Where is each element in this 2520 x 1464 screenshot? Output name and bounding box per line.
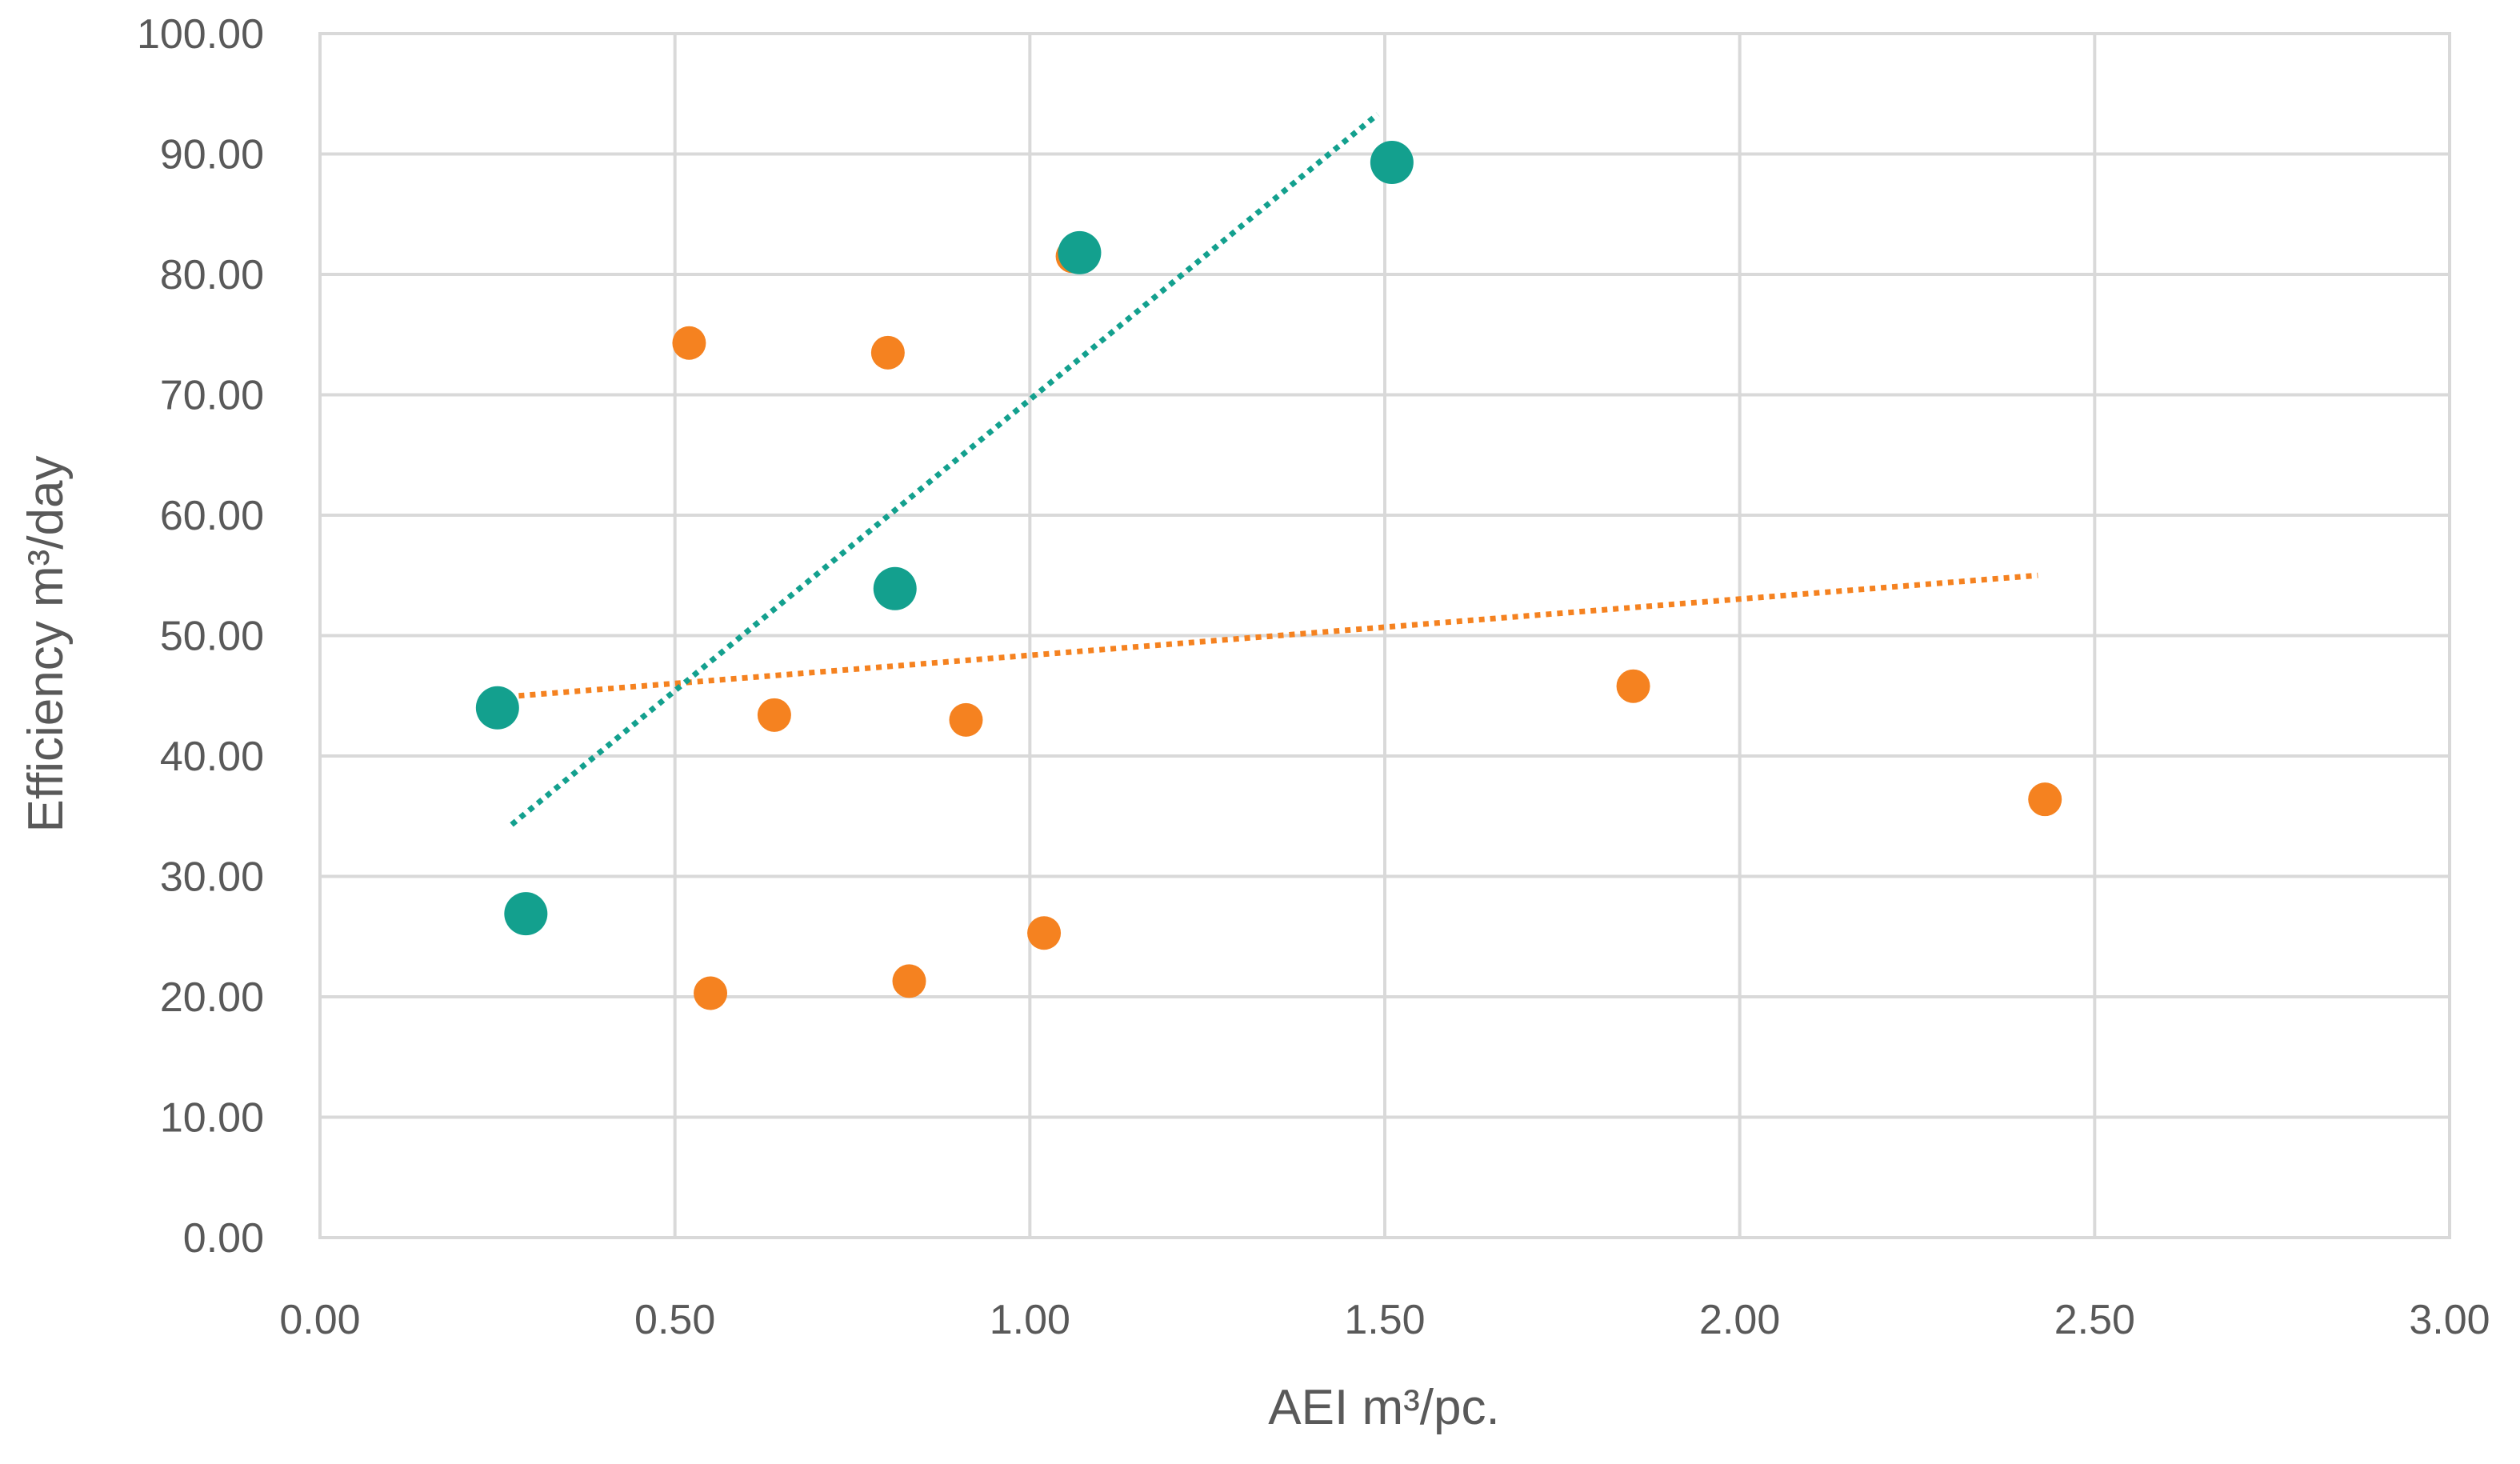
y-tick-label-1: 10.00 [160,1095,264,1142]
data-points [475,141,2062,1010]
orange-series-point-5 [949,702,983,737]
gridlines [318,32,2451,1239]
teal-series-point-3 [1058,230,1102,274]
trendlines [510,112,2038,827]
orange-series-point-3 [870,335,905,370]
x-tick-label-4: 2.00 [1699,1297,1780,1343]
y-tick-label-9: 90.00 [160,132,264,178]
x-tick-label-1: 0.50 [634,1297,715,1343]
x-tick-label-0: 0.00 [279,1297,360,1343]
y-tick-label-3: 30.00 [160,854,264,901]
x-axis-title: AEI m³/pc. [1268,1380,1499,1435]
y-tick-label-8: 80.00 [160,252,264,298]
orange-series-point-6 [1027,916,1062,950]
orange-series-point-1 [694,976,728,1010]
teal-series-point-0 [475,686,519,730]
orange-series-trendline [518,572,2038,699]
plot-area-border [318,32,2451,1239]
orange-series-point-2 [757,698,791,732]
teal-series-point-4 [1370,141,1414,185]
orange-series-point-0 [672,326,706,360]
y-tick-label-7: 70.00 [160,373,264,419]
x-axis-ticks: 0.00 0.50 1.00 1.50 2.00 2.50 3.00 [279,1297,2490,1343]
orange-series-point-9 [2028,782,2062,817]
x-tick-label-2: 1.00 [990,1297,1070,1343]
y-tick-label-5: 50.00 [160,614,264,660]
x-tick-label-3: 1.50 [1344,1297,1425,1343]
y-tick-label-2: 20.00 [160,974,264,1021]
y-tick-label-6: 60.00 [160,493,264,539]
y-axis-ticks: 0.00 10.00 20.00 30.00 40.00 50.00 60.00 70.00 8… [137,11,264,1262]
teal-series-point-2 [873,566,917,610]
x-tick-label-6: 3.00 [2409,1297,2490,1343]
x-tick-label-5: 2.50 [2054,1297,2135,1343]
teal-series-trendline [510,112,1380,827]
teal-series-point-1 [504,892,548,936]
y-tick-label-0: 0.00 [183,1215,264,1262]
orange-series-point-4 [892,964,926,998]
y-tick-label-10: 100.00 [137,11,264,58]
y-axis-title: Efficiency m³/day [18,456,74,833]
orange-series-point-8 [1616,669,1650,703]
y-tick-label-4: 40.00 [160,734,264,780]
